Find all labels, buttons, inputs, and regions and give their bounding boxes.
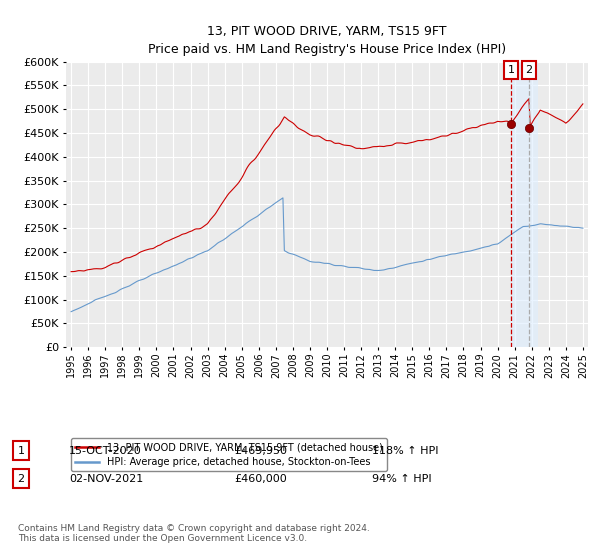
Text: 15-OCT-2020: 15-OCT-2020 [69, 446, 142, 456]
Title: 13, PIT WOOD DRIVE, YARM, TS15 9FT
Price paid vs. HM Land Registry's House Price: 13, PIT WOOD DRIVE, YARM, TS15 9FT Price… [148, 25, 506, 56]
Bar [511, 62, 538, 347]
Legend: 13, PIT WOOD DRIVE, YARM, TS15 9FT (detached house), HPI: Average price, detache: 13, PIT WOOD DRIVE, YARM, TS15 9FT (deta… [71, 438, 386, 471]
Text: 1: 1 [508, 65, 515, 75]
Text: 02-NOV-2021: 02-NOV-2021 [69, 474, 143, 484]
Text: £469,950: £469,950 [234, 446, 287, 456]
Text: 118% ↑ HPI: 118% ↑ HPI [372, 446, 439, 456]
Text: 94% ↑ HPI: 94% ↑ HPI [372, 474, 431, 484]
Text: 1: 1 [17, 446, 25, 456]
Text: 2: 2 [17, 474, 25, 484]
Text: Contains HM Land Registry data © Crown copyright and database right 2024.
This d: Contains HM Land Registry data © Crown c… [18, 524, 370, 543]
Text: 2: 2 [526, 65, 533, 75]
Text: £460,000: £460,000 [234, 474, 287, 484]
